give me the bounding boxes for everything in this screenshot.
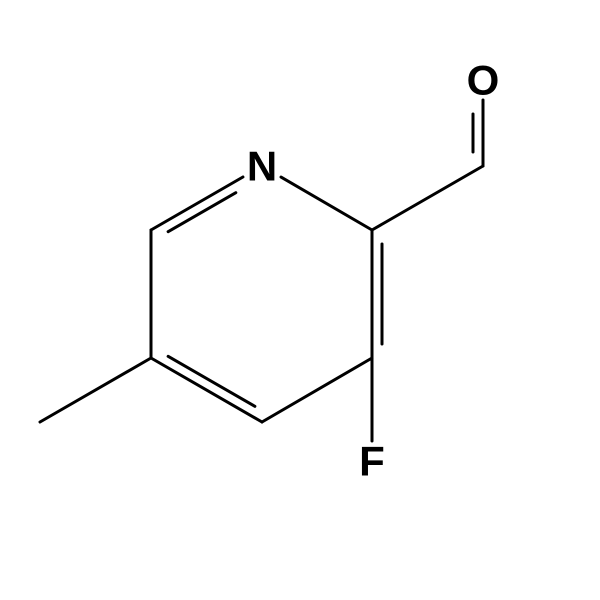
- bond: [168, 193, 236, 232]
- atom-label-f: F: [359, 438, 385, 485]
- bond: [151, 177, 243, 230]
- bond: [168, 356, 255, 406]
- bond: [262, 358, 372, 422]
- atom-label-o: O: [467, 57, 500, 104]
- bond: [281, 177, 372, 230]
- atom-label-n: N: [247, 143, 277, 190]
- bond: [40, 358, 151, 422]
- molecule-diagram: N F O: [0, 0, 600, 600]
- bond: [372, 166, 483, 230]
- bond: [151, 358, 262, 422]
